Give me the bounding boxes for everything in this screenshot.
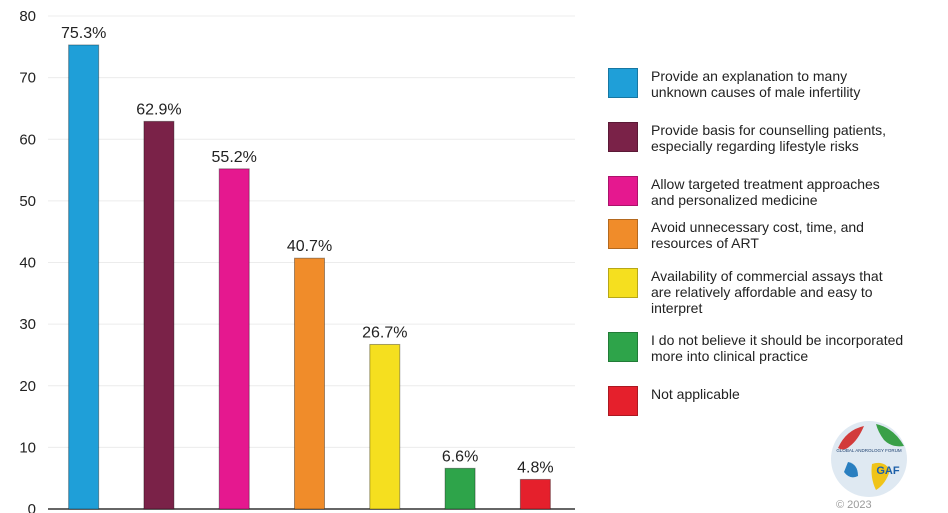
legend-item: Provide an explanation to many unknown c… [608,68,948,100]
y-axis: 0 10 20 30 40 50 60 70 80 [19,8,575,513]
bar [519,478,551,510]
data-label: 4.8% [517,459,553,476]
legend-item: Availability of commercial assays that a… [608,268,948,316]
data-label: 55.2% [212,149,257,166]
bars [68,44,551,510]
legend-label: Provide an explanation to many unknown c… [651,68,861,100]
legend-item: Not applicable [608,386,948,416]
y-tick-label: 80 [19,8,36,25]
legend-label: Availability of commercial assays that a… [651,268,883,316]
legend-label: Provide basis for counselling patients, … [651,122,887,154]
data-label: 62.9% [136,101,181,118]
data-label: 40.7% [287,238,332,255]
legend-label: I do not believe it should be incorporat… [651,332,904,364]
data-label: 6.6% [442,448,478,465]
legend-swatch [608,386,638,416]
data-label: 75.3% [61,25,106,42]
y-tick-label: 30 [19,316,36,333]
data-label: 26.7% [362,324,407,341]
y-tick-label: 50 [19,193,36,210]
legend-item: Allow targeted treatment approaches and … [608,176,948,208]
bar [218,168,250,510]
legend-swatch [608,68,638,98]
y-tick-label: 60 [19,131,36,148]
legend-label: Allow targeted treatment approaches and … [651,176,880,208]
bar-chart: 0 10 20 30 40 50 60 70 80 75.3% 62.9% 55.2% 40.7% 26… [19,8,575,513]
legend-item: Avoid unnecessary cost, time, and resour… [608,219,948,251]
y-tick-label: 70 [19,70,36,87]
bar [68,44,100,510]
globe-logo-icon: GLOBAL ANDROLOGY FORUM GAF [831,421,907,497]
legend-swatch [608,268,638,298]
data-labels: 75.3% 62.9% 55.2% 40.7% 26.7% 6.6% 4.8% [61,25,554,476]
legend-item: I do not believe it should be incorporat… [608,332,948,364]
legend-swatch [608,176,638,206]
logo-mark: GAF [876,465,900,477]
legend-item: Provide basis for counselling patients, … [608,122,948,154]
legend-label: Not applicable [651,386,740,402]
bar [143,120,175,510]
copyright-text: © 2023 [836,499,872,511]
y-tick-label: 20 [19,378,36,395]
bar [444,467,476,510]
y-tick-label: 10 [19,439,36,456]
legend-swatch [608,122,638,152]
y-tick-label: 0 [28,501,36,513]
legend-swatch [608,332,638,362]
bar [294,257,325,510]
logo-text: GLOBAL ANDROLOGY FORUM [836,448,902,453]
legend-swatch [608,219,638,249]
bar [369,343,401,510]
y-tick-label: 40 [19,255,36,272]
legend-label: Avoid unnecessary cost, time, and resour… [651,219,864,251]
